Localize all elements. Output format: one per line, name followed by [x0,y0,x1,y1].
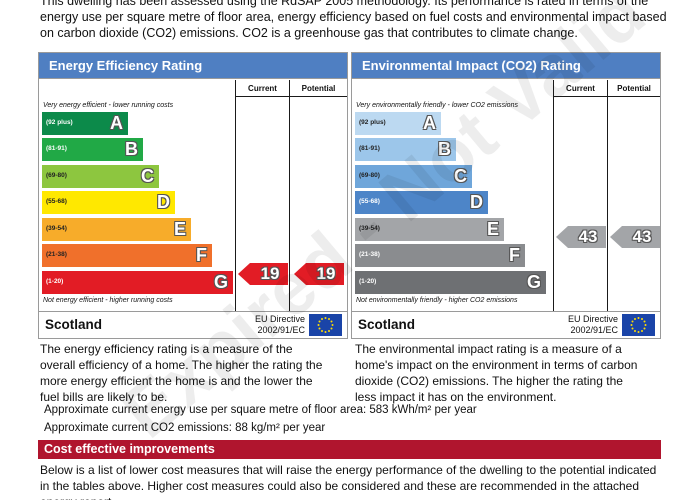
ei-col-current: Current [566,84,595,93]
ee-eu-directive: EU Directive 2002/91/EC [254,314,305,335]
ei-potential-arrow: 43 [610,226,660,248]
cost-effective-title: Cost effective improvements [38,440,661,459]
energy-efficiency-panel: Energy Efficiency Rating Current Potenti… [38,52,348,339]
ee-band-e: (39-54) E [42,218,191,241]
ee-col-potential: Potential [301,84,336,93]
ei-band-e: (39-54) E [355,218,504,241]
ei-band-b: (81-91) B [355,138,456,161]
ei-region: Scotland [358,317,416,332]
ei-eu-directive: EU Directive 2002/91/EC [567,314,618,335]
ee-col-current: Current [248,84,277,93]
ee-description: The energy efficiency rating is a measur… [40,342,323,404]
ei-title: Environmental Impact (CO2) Rating [352,53,660,79]
ee-band-c: (69-80) C [42,165,159,188]
ee-current-value: 19 [260,264,280,283]
cost-effective-text: Below is a list of lower cost measures t… [40,463,657,500]
ee-footer: Scotland EU Directive 2002/91/EC [39,311,347,339]
ei-col-potential: Potential [617,84,651,93]
ee-title: Energy Efficiency Rating [39,53,347,79]
ee-band-d: (55-68) D [42,191,175,214]
ei-band-g: (1-20) G [355,271,546,294]
ei-grid: Current Potential Very environmentally f… [352,80,660,311]
ei-band-a: (92 plus) A [355,112,441,135]
ee-region: Scotland [45,317,103,332]
ee-band-g: (1-20) G [42,271,233,294]
ei-band-c: (69-80) C [355,165,472,188]
ee-grid: Current Potential Very energy efficient … [39,80,347,311]
ei-band-d: (55-68) D [355,191,488,214]
ee-potential-value: 19 [316,264,336,283]
ei-current-arrow: 43 [556,226,606,248]
ee-band-f: (21-38) F [42,244,212,267]
eu-flag-icon [622,314,655,336]
co2-emissions-line: Approximate current CO2 emissions: 88 kg… [44,422,326,434]
ee-current-arrow: 19 [238,263,288,285]
ei-footer: Scotland EU Directive 2002/91/EC [352,311,660,339]
ee-top-note: Very energy efficient - lower running co… [43,102,174,109]
eu-flag-icon [309,314,342,336]
ei-current-value: 43 [578,227,598,246]
ei-description: The environmental impact rating is a mea… [355,342,638,404]
ee-potential-arrow: 19 [294,263,344,285]
ei-potential-value: 43 [632,227,652,246]
ei-bottom-note: Not environmentally friendly - higher CO… [356,297,518,304]
ee-band-b: (81-91) B [42,138,143,161]
energy-use-line: Approximate current energy use per squar… [44,404,477,416]
ee-band-a: (92 plus) A [42,112,128,135]
ee-bottom-note: Not energy efficient - higher running co… [43,297,173,304]
ei-top-note: Very environmentally friendly - lower CO… [356,102,518,109]
ei-band-f: (21-38) F [355,244,525,267]
environmental-impact-panel: Environmental Impact (CO2) Rating Curren… [351,52,661,339]
intro-text: This dwelling has been assessed using th… [40,0,667,40]
